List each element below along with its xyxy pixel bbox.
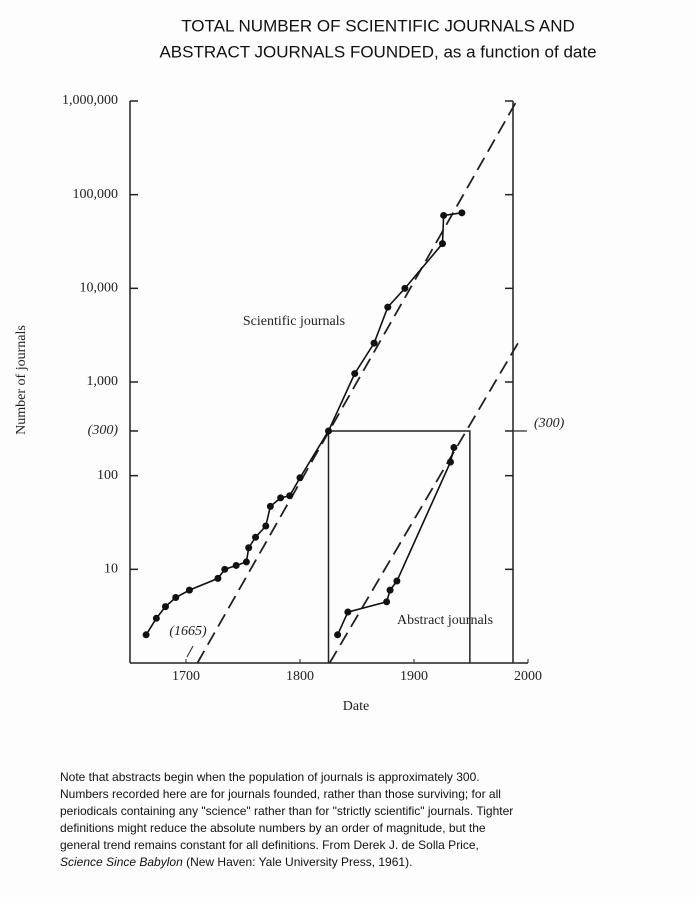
data-point bbox=[458, 209, 466, 217]
data-point bbox=[266, 502, 274, 510]
series-label: Scientific journals bbox=[243, 314, 345, 329]
chart-title: ABSTRACT JOURNALS FOUNDED, as a function… bbox=[159, 42, 596, 61]
data-point bbox=[286, 492, 294, 500]
data-point bbox=[277, 494, 285, 502]
y-tick-label: 100,000 bbox=[73, 187, 119, 202]
note-line: definitions might reduce the absolute nu… bbox=[60, 821, 486, 835]
data-point bbox=[152, 614, 160, 622]
note-line: Note that abstracts begin when the popul… bbox=[60, 770, 480, 784]
y-tick-label: 100 bbox=[97, 468, 118, 483]
data-point bbox=[262, 522, 270, 530]
x-tick-label: 2000 bbox=[514, 669, 542, 684]
data-point bbox=[393, 577, 401, 585]
data-point bbox=[221, 565, 229, 573]
x-tick-label: 1900 bbox=[400, 669, 428, 684]
annotation: (1665) bbox=[169, 624, 207, 639]
data-point bbox=[245, 544, 253, 552]
data-point bbox=[386, 586, 394, 594]
data-point bbox=[334, 631, 342, 639]
note-line: Numbers recorded here are for journals f… bbox=[60, 787, 501, 801]
data-point bbox=[172, 594, 180, 602]
data-point bbox=[450, 443, 458, 451]
data-point bbox=[232, 561, 240, 569]
data-point bbox=[344, 608, 352, 616]
y-tick-label: (300) bbox=[88, 423, 119, 438]
note-line: general trend remains constant for all d… bbox=[60, 838, 479, 852]
data-point bbox=[161, 603, 169, 611]
data-point bbox=[142, 631, 150, 639]
series-label: Abstract journals bbox=[397, 613, 493, 628]
x-tick-label: 1800 bbox=[286, 669, 314, 684]
data-point bbox=[325, 427, 332, 435]
x-axis-label: Date bbox=[343, 699, 369, 714]
data-point bbox=[214, 574, 222, 582]
y-tick-label: 10 bbox=[104, 562, 118, 577]
note: Note that abstracts begin when the popul… bbox=[60, 770, 513, 869]
data-point bbox=[439, 240, 446, 248]
data-point bbox=[446, 458, 454, 466]
data-point bbox=[383, 598, 391, 606]
data-point bbox=[351, 370, 359, 378]
annotation-pointer bbox=[186, 645, 194, 658]
trend-line bbox=[196, 100, 518, 664]
data-point bbox=[185, 586, 193, 594]
y2-tick-label: (300) bbox=[534, 416, 565, 431]
y-axis-label: Number of journals bbox=[14, 325, 29, 435]
note-source-title: Science Since Babylon bbox=[60, 855, 183, 869]
x-tick-label: 1700 bbox=[172, 669, 200, 684]
y-tick-label: 10,000 bbox=[80, 281, 119, 296]
data-point bbox=[370, 339, 378, 347]
y-tick-label: 1,000,000 bbox=[62, 93, 118, 108]
data-point bbox=[401, 284, 409, 292]
data-point bbox=[440, 211, 448, 219]
threshold-box bbox=[327, 430, 471, 663]
y-tick-label: 1,000 bbox=[87, 374, 119, 389]
chart-title: TOTAL NUMBER OF SCIENTIFIC JOURNALS AND bbox=[181, 16, 575, 35]
data-point bbox=[296, 474, 304, 482]
note-source: (New Haven: Yale University Press, 1961)… bbox=[186, 855, 412, 869]
note-line: Science Since Babylon (New Haven: Yale U… bbox=[60, 855, 412, 869]
data-point bbox=[252, 533, 260, 541]
note-line: periodicals containing any "science" rat… bbox=[60, 804, 513, 818]
data-point bbox=[242, 558, 250, 566]
data-point bbox=[384, 303, 392, 311]
